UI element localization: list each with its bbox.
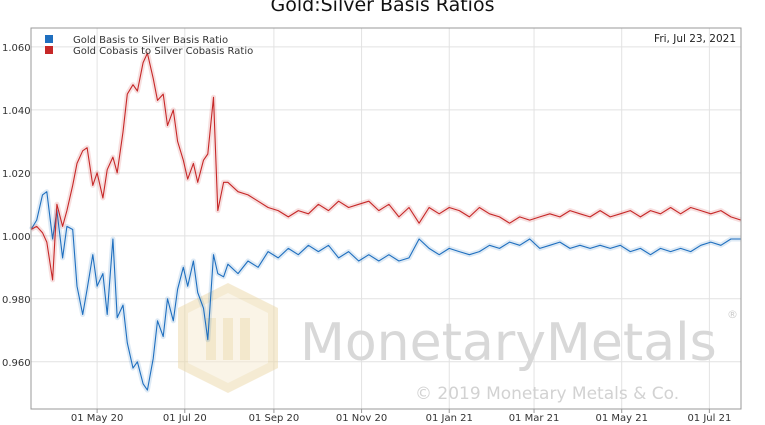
x-tick-label: 01 Jan 21 [426, 413, 473, 424]
watermark-logo [178, 283, 278, 393]
series-line-gold-basis [30, 191, 741, 391]
y-tick-label: 0.960 [2, 358, 31, 369]
x-tick-label: 01 Jul 21 [687, 413, 731, 424]
legend-swatch-blue [45, 35, 53, 43]
x-tick-label: 01 Mar 21 [509, 413, 560, 424]
gridlines [31, 28, 741, 409]
series-line-glow [29, 50, 742, 283]
legend-item-gold-basis: Gold Basis to Silver Basis Ratio [45, 35, 228, 46]
legend-label: Gold Cobasis to Silver Cobasis Ratio [73, 46, 253, 57]
series-lines [28, 50, 742, 393]
plot-border [30, 27, 742, 410]
y-tick-label: 1.060 [2, 43, 31, 54]
y-tick-label: 1.040 [2, 106, 31, 117]
x-tick-label: 01 Jul 20 [163, 413, 207, 424]
watermark-copyright: © 2019 Monetary Metals & Co. [415, 384, 679, 404]
legend-label: Gold Basis to Silver Basis Ratio [73, 35, 228, 46]
y-tick-label: 1.020 [2, 169, 31, 180]
x-tick-label: 01 Nov 20 [336, 413, 387, 424]
y-axis-ticks: 0.960 0.980 1.000 1.020 1.040 1.060 [2, 43, 31, 369]
x-tick-label: 01 May 21 [595, 413, 647, 424]
watermark: MonetaryMetals ® © 2019 Monetary Metals … [178, 283, 738, 404]
x-tick-label: 01 Sep 20 [249, 413, 300, 424]
y-tick-label: 0.980 [2, 295, 31, 306]
watermark-registered: ® [727, 308, 738, 321]
legend: Gold Basis to Silver Basis Ratio Gold Co… [45, 35, 253, 57]
legend-item-gold-cobasis: Gold Cobasis to Silver Cobasis Ratio [45, 46, 253, 57]
watermark-brand: MonetaryMetals [300, 313, 717, 373]
x-tick-label: 01 May 20 [71, 413, 123, 424]
legend-swatch-red [45, 46, 53, 54]
series-line-gold-cobasis [30, 52, 742, 281]
x-axis-ticks: 01 May 20 01 Jul 20 01 Sep 20 01 Nov 20 01 J… [71, 409, 731, 424]
chart-title: Gold:Silver Basis Ratios [270, 0, 495, 16]
y-tick-label: 1.000 [2, 232, 31, 243]
chart-date: Fri, Jul 23, 2021 [654, 33, 736, 45]
